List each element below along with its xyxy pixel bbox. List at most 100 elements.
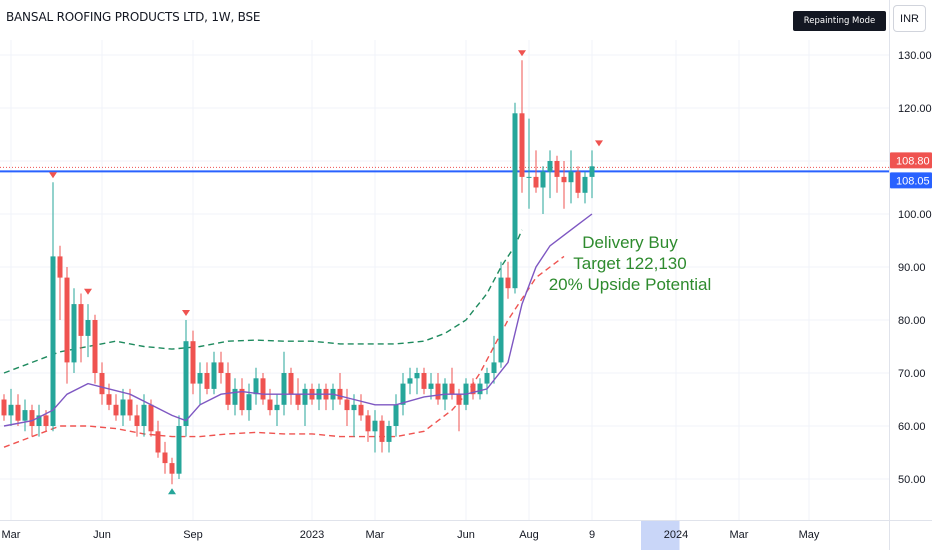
x-tick-label: Jun	[457, 529, 475, 541]
x-tick-label: Mar	[2, 529, 21, 541]
candle-body	[246, 394, 252, 411]
candle-body	[498, 277, 504, 363]
candle-body	[519, 113, 525, 177]
candle-body	[400, 383, 406, 405]
candle-body	[449, 383, 455, 395]
candle-body	[29, 410, 35, 426]
price-tag-bg	[890, 172, 932, 189]
y-tick-label: 90.00	[898, 262, 926, 274]
candle-body	[92, 320, 98, 373]
y-tick-label: 50.00	[898, 474, 926, 486]
moving-average-line	[3, 213, 593, 427]
candle-body	[456, 394, 462, 405]
candle-body	[393, 404, 399, 426]
candle-body	[218, 362, 224, 373]
candle-body	[127, 399, 133, 416]
candle-body	[428, 383, 434, 389]
candle-body	[414, 373, 420, 379]
candle-body	[302, 388, 308, 405]
candle-body	[134, 415, 140, 426]
upper-band-line	[3, 229, 523, 374]
candle-body	[169, 463, 175, 474]
candle-body	[407, 378, 413, 384]
y-tick-label: 130.00	[898, 50, 932, 62]
chart-title: BANSAL ROOFING PRODUCTS LTD, 1W, BSE	[6, 10, 261, 24]
annotation-line: Target 122,130	[573, 254, 686, 273]
x-tick-label: Jun	[93, 529, 111, 541]
candle-body	[442, 383, 448, 400]
candle-body	[183, 341, 189, 426]
candle-body	[470, 383, 476, 395]
candle-body	[351, 404, 357, 411]
price-tag-label: 108.80	[896, 155, 930, 167]
candle-body	[253, 378, 259, 395]
candle-body	[435, 383, 441, 400]
candle-body	[36, 415, 42, 426]
x-tick-label: 2023	[300, 529, 324, 541]
price-tag-bg	[890, 152, 932, 169]
candle-body	[78, 304, 84, 336]
candle-body	[141, 404, 147, 426]
candle-body	[589, 166, 595, 177]
candle-body	[155, 431, 161, 453]
candle-body	[64, 277, 70, 363]
y-tick-label: 100.00	[898, 209, 932, 221]
y-tick-label: 120.00	[898, 103, 932, 115]
candle-body	[211, 362, 217, 389]
candle-body	[225, 373, 231, 405]
candle-body	[232, 388, 238, 405]
candle-body	[295, 394, 301, 405]
candle-body	[50, 256, 56, 426]
candle-body	[540, 171, 546, 188]
candle-body	[1, 399, 7, 416]
candle-body	[337, 388, 343, 400]
candle-body	[204, 373, 210, 389]
candle-body	[484, 373, 490, 384]
candle-body	[15, 404, 21, 421]
candle-body	[43, 415, 49, 426]
candle-body	[421, 373, 427, 389]
candle-body	[22, 410, 28, 421]
candle-body	[505, 277, 511, 289]
candle-body	[491, 362, 497, 373]
candle-body	[267, 399, 273, 411]
candle-body	[568, 171, 574, 183]
candle-body	[113, 404, 119, 416]
candle-body	[561, 176, 567, 183]
candle-body	[197, 373, 203, 384]
candle-body	[288, 373, 294, 395]
candle-body	[148, 404, 154, 432]
candle-body	[281, 373, 287, 405]
candle-body	[176, 426, 182, 474]
price-tag-label: 108.05	[896, 175, 930, 187]
y-tick-label: 70.00	[898, 368, 926, 380]
x-tick-label: 9	[589, 529, 595, 541]
candle-body	[8, 404, 14, 416]
x-tick-label: Mar	[730, 529, 749, 541]
candle-body	[239, 388, 245, 411]
candle-body	[358, 404, 364, 416]
x-tick-label: Aug	[519, 529, 539, 541]
candle-body	[533, 176, 539, 188]
candle-body	[512, 113, 518, 289]
candle-body	[554, 161, 560, 177]
candle-body	[547, 161, 553, 172]
candle-body	[372, 420, 378, 432]
time-range-highlight	[641, 521, 680, 550]
annotation-line: Delivery Buy	[582, 233, 678, 252]
candle-body	[162, 452, 168, 464]
currency-button[interactable]: INR	[893, 5, 926, 32]
candle-body	[274, 404, 280, 411]
candle-body	[477, 383, 483, 395]
sell-signal-marker	[49, 172, 57, 179]
candle-body	[190, 341, 196, 384]
y-tick-label: 60.00	[898, 421, 926, 433]
candle-body	[260, 378, 266, 400]
sell-signal-marker	[518, 50, 526, 57]
candle-body	[85, 320, 91, 336]
buy-signal-marker	[168, 488, 176, 495]
candle-body	[106, 394, 112, 405]
candle-body	[582, 176, 588, 193]
